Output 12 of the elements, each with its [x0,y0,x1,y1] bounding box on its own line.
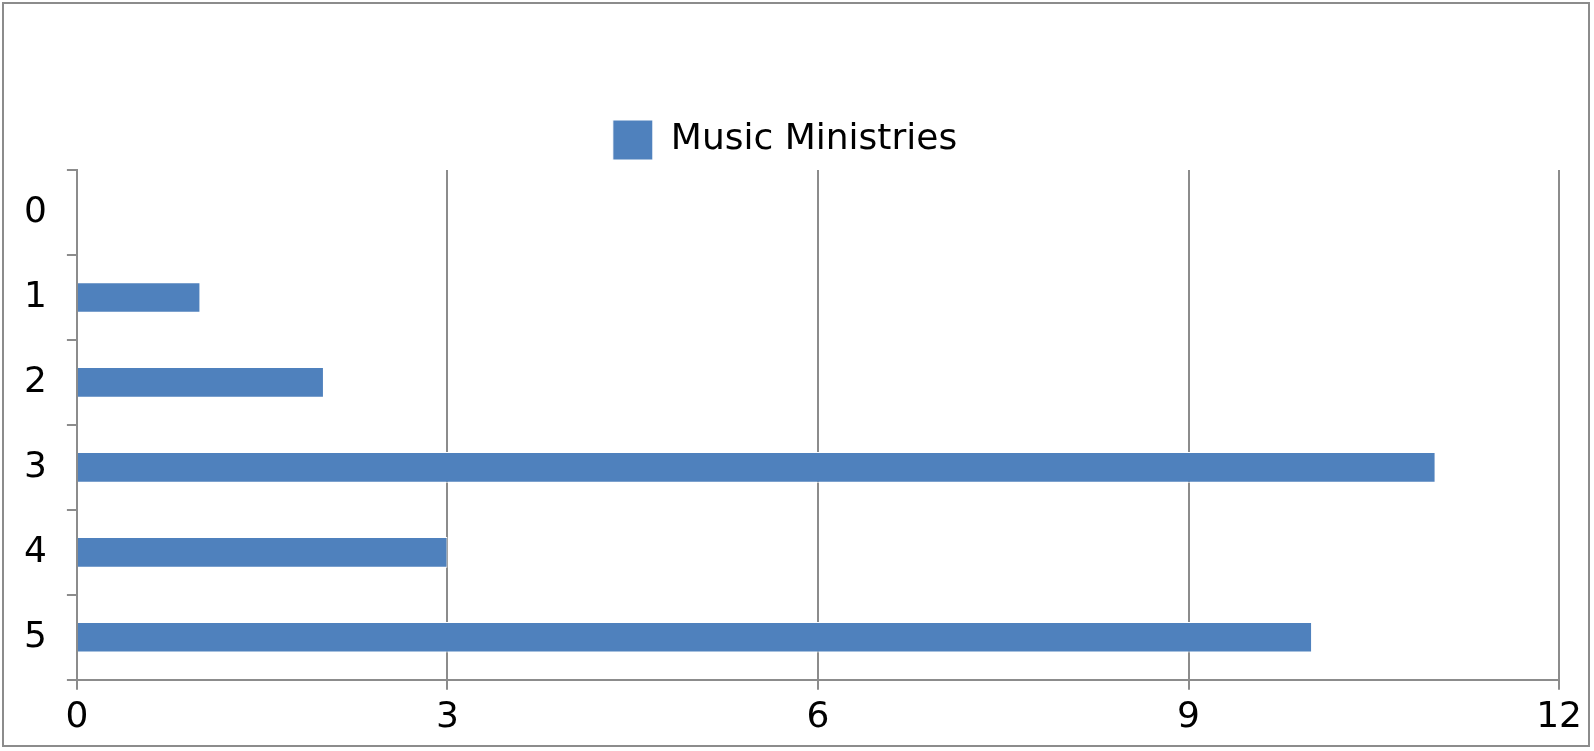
legend-label: Music Ministries [670,116,958,158]
x-tick-label: 6 [806,693,830,735]
y-tick-label: 2 [24,358,47,400]
y-tick-label: 5 [24,613,47,655]
y-tick-label: 1 [24,273,47,315]
x-tick-label: 3 [436,693,459,735]
y-tick-label: 4 [24,528,47,570]
x-tick-label: 0 [65,693,89,735]
y-tick-label: 3 [24,443,47,485]
x-tick-label: 9 [1177,693,1200,735]
y-tick-label: 0 [24,188,47,230]
x-tick-label: 12 [1536,693,1582,735]
